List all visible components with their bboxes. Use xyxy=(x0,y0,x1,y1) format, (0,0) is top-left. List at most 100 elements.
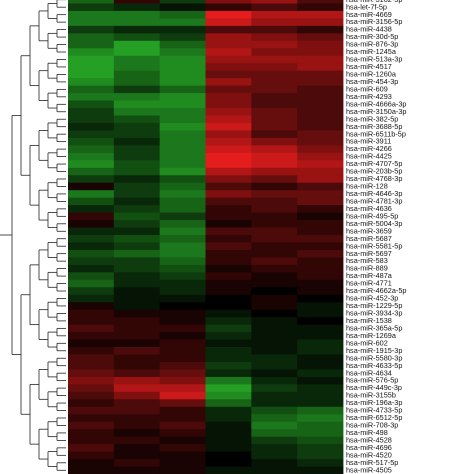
heatmap-cell xyxy=(68,137,115,146)
heatmap-cell xyxy=(68,369,115,378)
heatmap-cell xyxy=(113,108,161,116)
row-label: hsa-miR-1260a xyxy=(346,70,397,79)
heatmap-cell xyxy=(113,145,161,154)
heatmap-cell xyxy=(159,182,206,191)
heatmap-cell xyxy=(68,264,115,273)
heatmap-cell xyxy=(68,220,115,228)
heatmap-cell xyxy=(297,399,344,408)
row-labels: hsa-miR-3162-5phsa-let-7f-5phsa-miR-4669… xyxy=(346,0,406,474)
heatmap-cell xyxy=(159,0,206,4)
heatmap-cell xyxy=(113,227,161,236)
heatmap-cell xyxy=(205,339,252,348)
heatmap-cell xyxy=(68,190,115,199)
heatmap-cell xyxy=(205,0,252,4)
heatmap-cell xyxy=(113,33,161,42)
heatmap-cell xyxy=(251,48,298,57)
row-label: hsa-miR-454-3p xyxy=(346,77,398,86)
heatmap-cell xyxy=(297,167,344,176)
heatmap-cell xyxy=(68,302,115,311)
heatmap-cell xyxy=(159,466,206,474)
heatmap-cell xyxy=(68,324,115,333)
heatmap-cell xyxy=(159,18,206,27)
heatmap-cell xyxy=(113,272,161,281)
heatmap-cell xyxy=(251,451,298,460)
heatmap-cell xyxy=(251,122,298,131)
heatmap-cell xyxy=(297,317,344,326)
row-label: hsa-miR-4517 xyxy=(346,62,392,71)
heatmap-cell xyxy=(68,451,115,460)
heatmap-cell xyxy=(251,279,298,288)
heatmap-cell xyxy=(159,212,206,221)
heatmap-cell xyxy=(159,175,206,184)
heatmap-cell xyxy=(113,369,161,378)
heatmap-cell xyxy=(205,302,252,311)
heatmap-cell xyxy=(205,48,252,57)
heatmap-cell xyxy=(297,347,344,355)
heatmap-cell xyxy=(113,324,161,333)
row-label: hsa-miR-4425 xyxy=(346,152,392,161)
heatmap-cell xyxy=(297,40,344,49)
heatmap-cell xyxy=(205,235,252,243)
heatmap-cell xyxy=(113,317,161,326)
heatmap-cell xyxy=(251,205,298,213)
heatmap-cell xyxy=(68,317,115,326)
heatmap-cell xyxy=(251,175,298,184)
heatmap-cell xyxy=(297,33,344,42)
heatmap-cell xyxy=(205,63,252,72)
row-label: hsa-miR-196a-3p xyxy=(346,398,402,407)
heatmap-cell xyxy=(251,25,298,34)
heatmap-cell xyxy=(205,220,252,228)
heatmap-cell xyxy=(251,55,298,64)
heatmap-cell xyxy=(251,444,298,452)
heatmap-cell xyxy=(68,257,115,266)
heatmap-cell xyxy=(113,309,161,318)
row-label: hsa-miR-5687 xyxy=(346,234,392,243)
heatmap-cell xyxy=(159,414,206,423)
heatmap-cell xyxy=(113,406,161,415)
heatmap-cell xyxy=(297,205,344,213)
heatmap-cell xyxy=(205,257,252,266)
heatmap-cell xyxy=(251,369,298,378)
heatmap-cell xyxy=(113,421,161,430)
heatmap-cell xyxy=(251,78,298,87)
heatmap-cell xyxy=(68,361,115,370)
row-dendrogram xyxy=(0,0,66,471)
row-label: hsa-miR-203b-5p xyxy=(346,167,402,176)
heatmap-cell xyxy=(251,197,298,206)
heatmap-cell xyxy=(297,145,344,154)
heatmap-cell xyxy=(113,137,161,146)
heatmap-cell xyxy=(297,384,344,393)
heatmap-cell xyxy=(251,294,298,303)
row-label: hsa-miR-487a xyxy=(346,271,393,280)
heatmap-cell xyxy=(113,55,161,64)
row-label: hsa-miR-3156-5p xyxy=(346,17,402,26)
heatmap-cell xyxy=(159,108,206,116)
row-label: hsa-miR-3162-5p xyxy=(346,0,402,4)
heatmap-cell xyxy=(297,137,344,146)
heatmap-cell xyxy=(113,436,161,445)
heatmap-cell xyxy=(205,391,252,400)
heatmap-cell xyxy=(68,115,115,124)
heatmap-cell xyxy=(113,197,161,206)
heatmap-cell xyxy=(68,108,115,116)
heatmap-cell xyxy=(113,354,161,363)
heatmap-cell xyxy=(113,10,161,19)
heatmap-cell xyxy=(113,242,161,251)
heatmap-cell xyxy=(159,279,206,288)
heatmap-cell xyxy=(159,436,206,445)
heatmap-cell xyxy=(113,376,161,385)
heatmap-cell xyxy=(297,309,344,318)
heatmap-cell xyxy=(159,93,206,101)
heatmap-cell xyxy=(251,414,298,423)
heatmap-cell xyxy=(251,459,298,467)
heatmap-cell xyxy=(159,347,206,355)
heatmap-cell xyxy=(159,242,206,251)
heatmap-cell xyxy=(113,347,161,355)
heatmap-cell xyxy=(297,212,344,221)
heatmap-cell xyxy=(297,436,344,445)
heatmap-cell xyxy=(205,93,252,101)
heatmap-cell xyxy=(113,444,161,452)
row-label: hsa-miR-4733-5p xyxy=(346,406,402,415)
heatmap-cell xyxy=(159,294,206,303)
